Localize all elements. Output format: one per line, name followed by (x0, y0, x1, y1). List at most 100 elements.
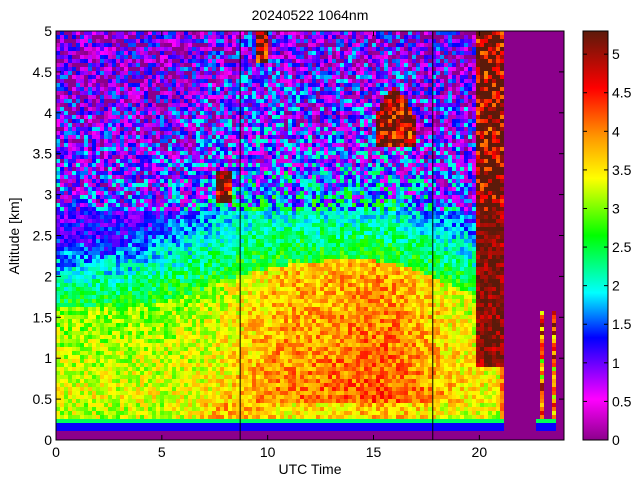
heatmap-cell (276, 51, 280, 55)
heatmap-cell (88, 175, 92, 179)
heatmap-cell (352, 167, 356, 171)
heatmap-cell (172, 119, 176, 123)
heatmap-cell (480, 39, 484, 43)
heatmap-cell (148, 35, 152, 39)
heatmap-cell (412, 107, 416, 111)
heatmap-cell (184, 31, 188, 35)
heatmap-cell (56, 167, 60, 171)
heatmap-cell (372, 151, 376, 155)
heatmap-cell (316, 107, 320, 111)
heatmap-cell (232, 83, 236, 87)
heatmap-cell (348, 51, 352, 55)
heatmap-cell (344, 115, 348, 119)
heatmap-cell (304, 115, 308, 119)
heatmap-cell (456, 83, 460, 87)
heatmap-cell (388, 87, 392, 91)
heatmap-cell (496, 167, 500, 171)
heatmap-cell (192, 51, 196, 55)
heatmap-cell (200, 79, 204, 83)
heatmap-cell (368, 59, 372, 63)
heatmap-cell (312, 95, 316, 99)
heatmap-cell (192, 135, 196, 139)
heatmap-cell (220, 203, 224, 207)
heatmap-cell (308, 167, 312, 171)
heatmap-cell (164, 207, 168, 211)
heatmap-cell (352, 139, 356, 143)
heatmap-cell (332, 83, 336, 87)
heatmap-cell (84, 159, 88, 163)
heatmap-cell (412, 119, 416, 123)
heatmap-cell (212, 75, 216, 79)
heatmap-cell (348, 71, 352, 75)
heatmap-cell (340, 191, 344, 195)
heatmap-cell (96, 75, 100, 79)
heatmap-cell (264, 155, 268, 159)
heatmap-cell (100, 207, 104, 211)
heatmap-cell (236, 115, 240, 119)
heatmap-cell (276, 39, 280, 43)
heatmap-cell (128, 107, 132, 111)
heatmap-cell (488, 79, 492, 83)
heatmap-cell (436, 103, 440, 107)
heatmap-cell (76, 155, 80, 159)
heatmap-cell (108, 63, 112, 67)
heatmap-cell (448, 175, 452, 179)
heatmap-cell (388, 195, 392, 199)
heatmap-cell (252, 95, 256, 99)
heatmap-cell (300, 103, 304, 107)
heatmap-cell (164, 203, 168, 207)
heatmap-cell (92, 203, 96, 207)
heatmap-cell (352, 83, 356, 87)
heatmap-cell (232, 71, 236, 75)
heatmap-cell (88, 91, 92, 95)
heatmap-cell (480, 159, 484, 163)
heatmap-cell (188, 183, 192, 187)
heatmap-cell (324, 203, 328, 207)
heatmap-cell (384, 103, 388, 107)
heatmap-cell (420, 63, 424, 67)
heatmap-cell (380, 195, 384, 199)
heatmap-cell (476, 163, 480, 167)
heatmap-cell (88, 51, 92, 55)
heatmap-cell (152, 163, 156, 167)
heatmap-cell (252, 135, 256, 139)
heatmap-cell (492, 103, 496, 107)
heatmap-cell (420, 87, 424, 91)
heatmap-cell (184, 95, 188, 99)
heatmap-cell (404, 83, 408, 87)
heatmap-cell (492, 99, 496, 103)
heatmap-cell (284, 175, 288, 179)
heatmap-cell (428, 127, 432, 131)
heatmap-cell (176, 115, 180, 119)
heatmap-cell (112, 59, 116, 63)
heatmap-cell (160, 175, 164, 179)
heatmap-cell (64, 131, 68, 135)
heatmap-cell (380, 151, 384, 155)
heatmap-cell (232, 119, 236, 123)
heatmap-cell (56, 123, 60, 127)
heatmap-cell (100, 111, 104, 115)
heatmap-cell (316, 131, 320, 135)
heatmap-cell (264, 163, 268, 167)
heatmap-cell (296, 207, 300, 211)
heatmap-cell (480, 175, 484, 179)
heatmap-cell (444, 139, 448, 143)
heatmap-cell (456, 203, 460, 207)
heatmap-cell (212, 203, 216, 207)
heatmap-cell (444, 83, 448, 87)
heatmap-cell (320, 99, 324, 103)
heatmap-cell (324, 131, 328, 135)
heatmap-cell (288, 31, 292, 35)
heatmap-cell (360, 135, 364, 139)
heatmap-cell (184, 103, 188, 107)
heatmap-cell (144, 59, 148, 63)
heatmap-cell (448, 139, 452, 143)
heatmap-cell (220, 183, 224, 187)
heatmap-cell (160, 215, 164, 219)
heatmap-cell (160, 179, 164, 183)
heatmap-cell (236, 135, 240, 139)
heatmap-cell (176, 163, 180, 167)
heatmap-cell (392, 79, 396, 83)
heatmap-cell (468, 135, 472, 139)
heatmap-cell (56, 215, 60, 219)
